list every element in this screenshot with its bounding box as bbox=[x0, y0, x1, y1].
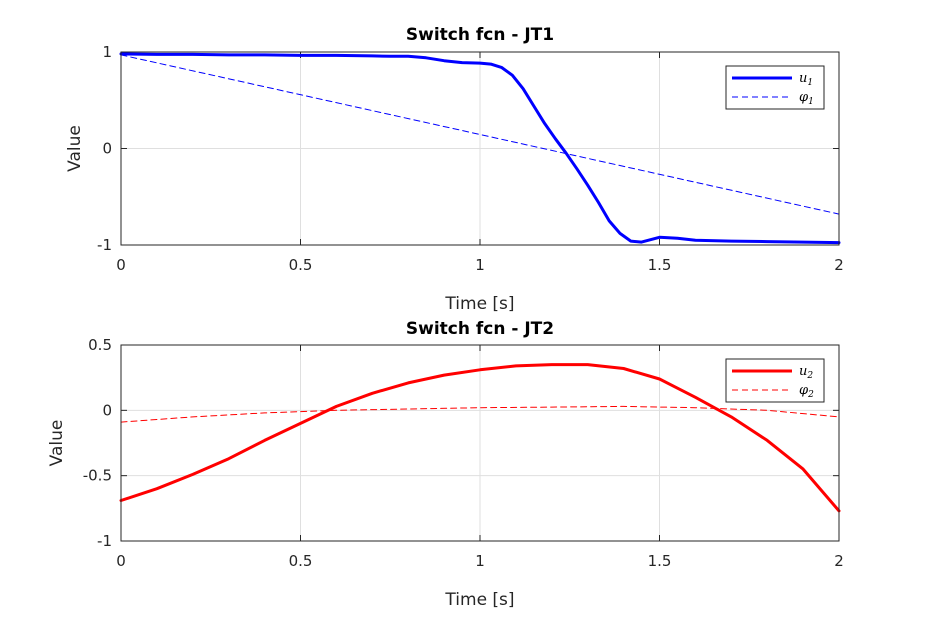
y-tick-label: 0 bbox=[102, 401, 112, 419]
y-tick-label: -1 bbox=[97, 532, 112, 550]
x-tick-label: 0 bbox=[116, 552, 126, 570]
y-axis-label: Value bbox=[47, 420, 67, 467]
legend-entry: φ2 bbox=[799, 383, 814, 400]
axes-box bbox=[120, 51, 840, 246]
y-tick-label: 1 bbox=[102, 43, 112, 61]
x-tick-label: 2 bbox=[834, 256, 844, 274]
x-tick-label: 1 bbox=[475, 256, 485, 274]
x-tick-label: 1.5 bbox=[648, 256, 672, 274]
x-tick-label: 0.5 bbox=[289, 552, 313, 570]
legend-box bbox=[725, 358, 825, 403]
y-tick-label: -1 bbox=[97, 236, 112, 254]
chart-title: Switch fcn - JT2 bbox=[406, 319, 554, 339]
y-axis-label: Value bbox=[65, 125, 85, 172]
x-tick-label: 2 bbox=[834, 552, 844, 570]
legend-entry-name: φ bbox=[799, 383, 809, 398]
legend-entry-name: φ bbox=[799, 90, 809, 105]
legend-entry-subscript: 2 bbox=[807, 390, 814, 400]
y-tick-label: -0.5 bbox=[83, 467, 112, 485]
y-tick-label: 0.5 bbox=[88, 336, 112, 354]
legend-entry: φ1 bbox=[799, 90, 814, 107]
series-1-phi-line bbox=[120, 54, 840, 215]
series-2-phi-line bbox=[120, 405, 840, 423]
chart-title: Switch fcn - JT1 bbox=[406, 25, 554, 45]
legend-entry-name: u bbox=[799, 364, 807, 379]
x-tick-label: 0 bbox=[116, 256, 126, 274]
legend-entry: u1 bbox=[799, 71, 813, 88]
x-tick-label: 0.5 bbox=[289, 256, 313, 274]
x-axis-label: Time [s] bbox=[444, 294, 514, 314]
legend-entry: u2 bbox=[799, 364, 813, 381]
series-1-u-line bbox=[119, 52, 841, 245]
y-tick-label: 0 bbox=[102, 140, 112, 158]
x-tick-label: 1 bbox=[475, 552, 485, 570]
legend-entry-subscript: 2 bbox=[806, 371, 813, 381]
legend-entry-subscript: 1 bbox=[807, 78, 813, 88]
axes-box bbox=[120, 344, 840, 542]
legend-box bbox=[725, 65, 825, 110]
legend-entry-name: u bbox=[799, 71, 807, 86]
legend-entry-subscript: 1 bbox=[808, 97, 814, 107]
x-tick-label: 1.5 bbox=[648, 552, 672, 570]
x-axis-label: Time [s] bbox=[444, 590, 514, 610]
series-2-u-line bbox=[119, 363, 841, 513]
subplot-jt2: 0 0.5 1 1.5 2 -1 -0.5 0 0.5 Switch fcn - JT2 Time … bbox=[47, 319, 844, 610]
